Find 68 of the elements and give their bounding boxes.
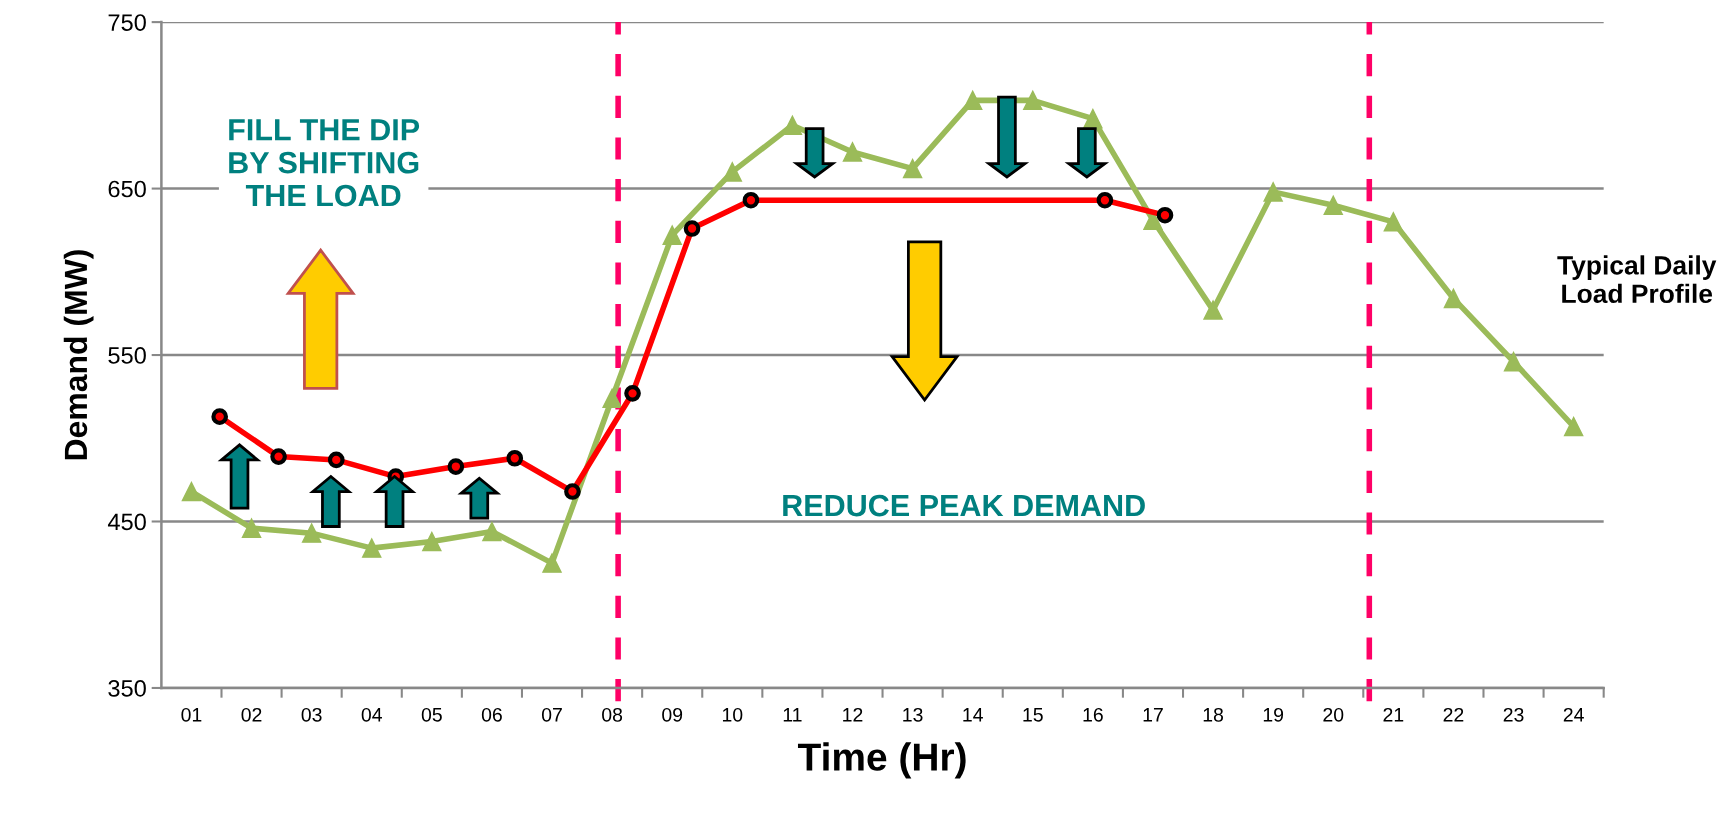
point [1156,206,1174,224]
point [962,90,983,111]
x-tick-label: 16 [1083,707,1103,722]
x-tick-label: 01 [181,707,202,722]
point [211,408,229,425]
x-tick-label: 03 [301,707,322,722]
point [1323,195,1343,215]
point [602,388,622,409]
point [1083,108,1103,129]
point [542,553,562,573]
x-tick-label: 19 [1263,707,1284,722]
point [422,531,442,552]
point [506,449,524,467]
point [1383,212,1404,232]
point [1263,182,1283,202]
x-tick-label: 22 [1443,707,1464,722]
x-tick-label: 04 [361,707,382,722]
point [181,481,202,502]
y-tick-label: 450 [107,513,146,531]
x-tick-label: 07 [541,707,562,722]
x-tick-label: 20 [1323,707,1344,722]
point [782,115,803,136]
x-tick-label: 14 [963,708,983,722]
x-tick-label: 08 [602,707,623,722]
x-tick-label: 11 [783,708,802,722]
point [1443,288,1464,309]
x-tick-label: 02 [241,707,262,722]
x-axis-title: Time (Hr) [797,742,966,779]
point [564,483,581,500]
x-tick-label: 05 [421,707,442,722]
x-tick-label: 23 [1503,707,1524,722]
annotation: REDUCE PEAK DEMAND [783,494,1145,517]
x-tick-label: 18 [1203,707,1224,722]
point [241,518,262,538]
y-tick-label: 550 [108,347,146,364]
point [482,521,502,542]
point [722,162,743,182]
point [1563,416,1584,437]
x-tick-label: 09 [662,707,683,722]
point [301,523,322,543]
point [902,158,923,179]
y-tick-label: 350 [108,680,146,697]
point [327,451,345,469]
point [1096,191,1114,209]
point [662,225,682,245]
point [624,384,641,402]
x-tick-label: 13 [903,707,923,722]
point [1503,351,1524,372]
x-tick-label: 12 [843,707,863,722]
x-tick-label: 17 [1143,708,1163,722]
y-tick-label: 750 [108,14,146,31]
point [842,142,863,162]
point [447,458,465,475]
x-tick-label: 21 [1383,707,1404,722]
point [742,191,760,209]
point [362,538,382,558]
point [270,448,287,465]
y-axis-title: Demand (MW) [63,250,94,460]
annotation: Typical Daily Load Profile [1557,255,1717,304]
point [683,220,701,237]
x-tick-label: 15 [1023,708,1043,722]
annotation: FILL THE DIP BY SHIFTING THE LOAD [229,119,420,207]
x-tick-label: 06 [481,707,502,722]
x-tick-label: 10 [722,707,743,722]
x-tick-label: 24 [1563,707,1584,722]
point [1023,90,1043,111]
y-tick-label: 650 [108,180,146,198]
point [1203,300,1223,320]
